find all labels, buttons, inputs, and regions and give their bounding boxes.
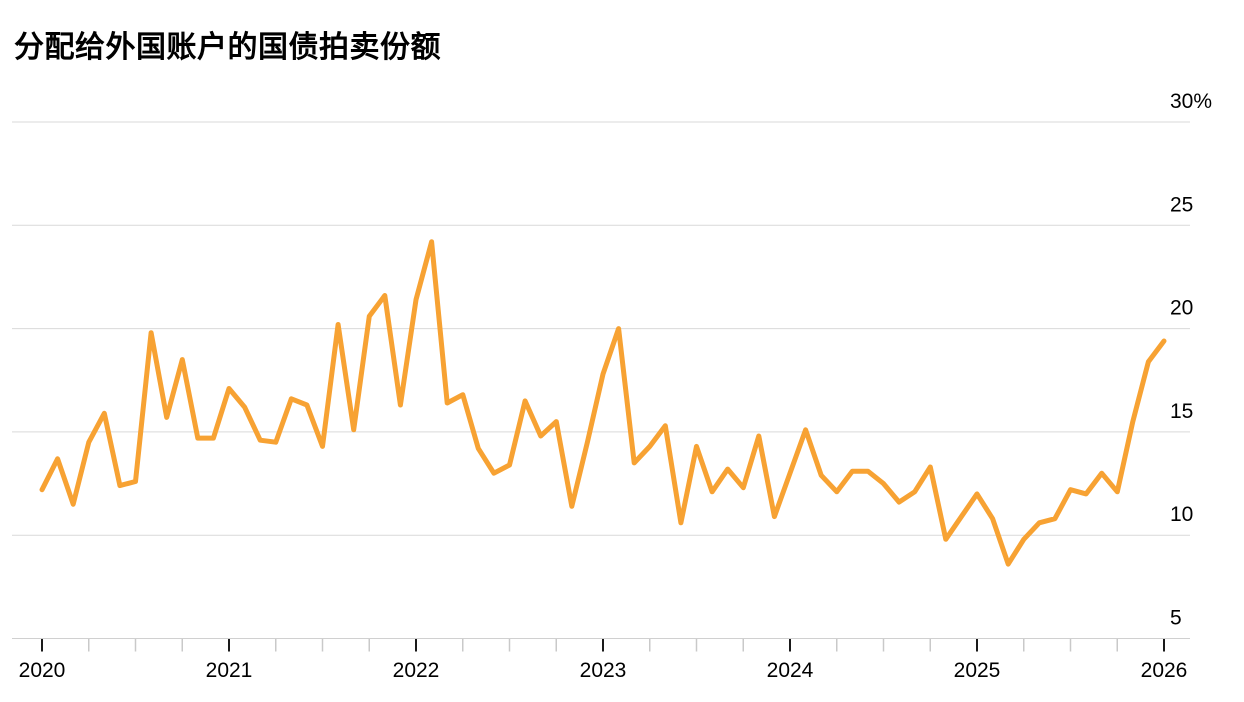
- y-axis-label: 10: [1170, 503, 1193, 526]
- data-line-foreign-allotment: [39, 239, 1167, 567]
- y-axis-label: 15: [1170, 400, 1193, 423]
- chart-title: 分配给外国账户的国债拍卖份额: [14, 31, 441, 64]
- x-axis-label: 2020: [19, 659, 66, 682]
- y-axis-label: 30%: [1170, 90, 1212, 113]
- x-axis-label: 2026: [1141, 659, 1188, 682]
- x-axis-label: 2021: [206, 659, 253, 682]
- y-axis-label: 25: [1170, 193, 1193, 216]
- y-axis-label: 20: [1170, 297, 1193, 320]
- x-axis-label: 2025: [954, 659, 1001, 682]
- x-axis-label: 2022: [393, 659, 440, 682]
- x-axis-label: 2023: [580, 659, 627, 682]
- x-axis-label: 2024: [767, 659, 814, 682]
- y-axis-label: 5: [1170, 607, 1182, 630]
